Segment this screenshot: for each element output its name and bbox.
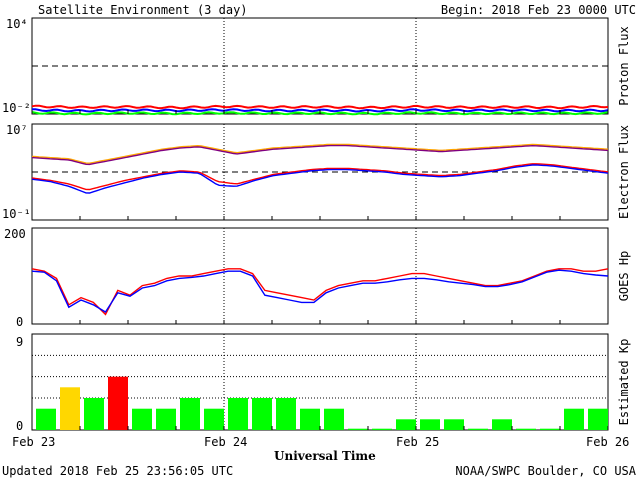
xtick-feb23: Feb 23 bbox=[12, 435, 56, 449]
chart-title: Satellite Environment (3 day) bbox=[38, 3, 248, 17]
kp-bar-9 bbox=[252, 398, 272, 430]
electron-ytick-bottom: 10⁻¹ bbox=[2, 207, 31, 221]
kp-bar-14 bbox=[372, 428, 392, 430]
begin-time-label: Begin: 2018 Feb 23 0000 UTC bbox=[440, 3, 636, 17]
goes-hp-label: GOES Hp bbox=[617, 250, 631, 302]
kp-bar-5 bbox=[156, 408, 176, 430]
electron-panel-frame bbox=[31, 123, 609, 221]
kp-ytick-bottom: 0 bbox=[16, 419, 24, 433]
electron-ytick-top: 10⁷ bbox=[6, 123, 28, 137]
xtick-feb26: Feb 26 bbox=[586, 435, 630, 449]
proton-panel-frame bbox=[31, 17, 609, 115]
kp-bar-7 bbox=[204, 408, 224, 430]
electron-series-red bbox=[31, 163, 609, 191]
proton-series-red bbox=[31, 104, 609, 110]
electron-series-purple bbox=[31, 144, 609, 166]
updated-timestamp: Updated 2018 Feb 25 23:56:05 UTC bbox=[2, 464, 234, 478]
electron-series-blue bbox=[31, 164, 609, 194]
kp-bar-22 bbox=[564, 408, 584, 430]
proton-flux-label: Proton Flux bbox=[617, 26, 631, 106]
xtick-feb24: Feb 24 bbox=[204, 435, 248, 449]
kp-bar-23 bbox=[588, 408, 608, 430]
credit-label: NOAA/SWPC Boulder, CO USA bbox=[455, 464, 636, 478]
kp-bar-0 bbox=[36, 408, 56, 430]
kp-bar-11 bbox=[300, 408, 320, 430]
kp-bar-12 bbox=[324, 408, 344, 430]
kp-bar-18 bbox=[468, 428, 488, 430]
goes-ytick-top: 200 bbox=[4, 227, 26, 241]
goes-series-red bbox=[31, 268, 609, 316]
kp-bar-19 bbox=[492, 419, 512, 430]
kp-bar-4 bbox=[132, 408, 152, 430]
kp-bar-15 bbox=[396, 419, 416, 430]
goes-series-blue bbox=[31, 269, 609, 313]
goes-ytick-bottom: 0 bbox=[16, 315, 24, 329]
xaxis-label: Universal Time bbox=[274, 449, 376, 463]
kp-bar-13 bbox=[348, 428, 368, 430]
kp-bar-10 bbox=[276, 398, 296, 430]
kp-bar-20 bbox=[516, 428, 536, 430]
estimated-kp-label: Estimated Kp bbox=[617, 338, 631, 426]
kp-bar-21 bbox=[540, 428, 560, 430]
kp-ytick-top: 9 bbox=[16, 335, 24, 349]
goes-panel-frame bbox=[31, 227, 609, 325]
kp-bar-3 bbox=[108, 376, 128, 430]
electron-series-orange bbox=[31, 143, 609, 164]
kp-bar-8 bbox=[228, 398, 248, 430]
proton-ytick-top: 10⁴ bbox=[6, 17, 28, 31]
kp-bar-16 bbox=[420, 419, 440, 430]
kp-bar-2 bbox=[84, 398, 104, 430]
xtick-feb25: Feb 25 bbox=[396, 435, 440, 449]
kp-bar-17 bbox=[444, 419, 464, 430]
proton-ytick-bottom: 10⁻² bbox=[2, 101, 31, 115]
electron-flux-label: Electron Flux bbox=[617, 125, 631, 219]
kp-bar-1 bbox=[60, 387, 80, 430]
kp-bar-6 bbox=[180, 398, 200, 430]
